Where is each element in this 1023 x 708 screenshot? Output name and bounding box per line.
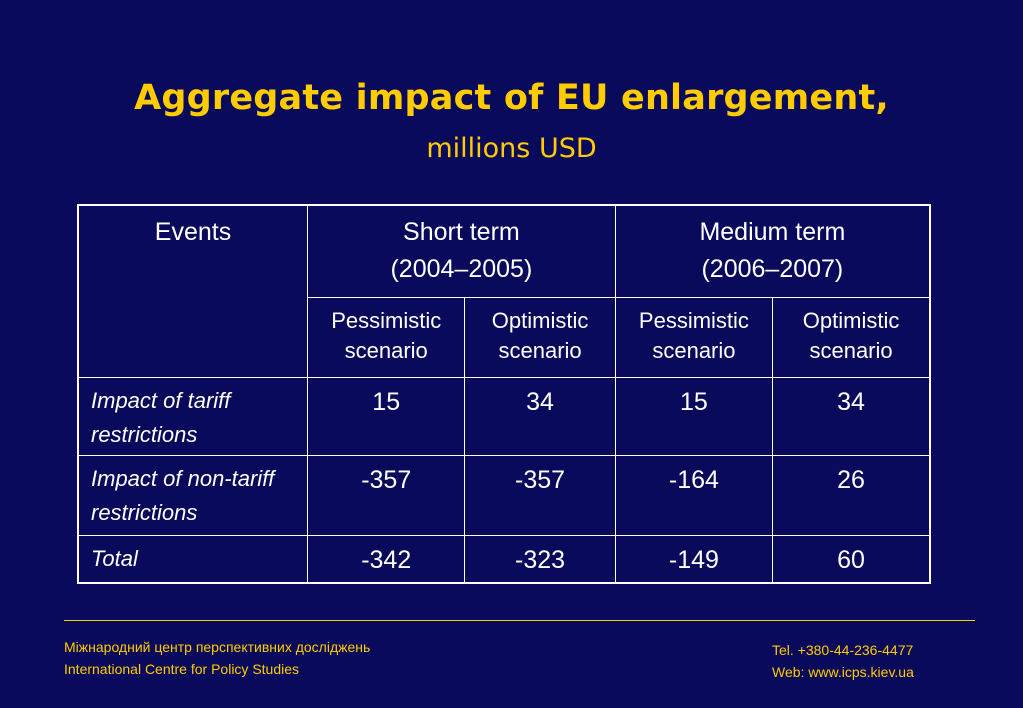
scenario-header: Optimistic scenario	[464, 296, 616, 378]
footer-contacts: Tel. +380-44-236-4477 Web: www.icps.kiev…	[772, 639, 914, 683]
medium-term-label: Medium term	[699, 218, 846, 246]
table-cell: 26	[772, 454, 931, 536]
website-link[interactable]: Web: www.icps.kiev.ua	[772, 664, 914, 680]
table-cell: -149	[614, 534, 774, 584]
scenario-header: Pessimistic scenario	[614, 296, 774, 378]
slide-title: Aggregate impact of EU enlargement,	[134, 78, 889, 118]
scenario-header: Pessimistic scenario	[307, 296, 466, 378]
table-row: Impact of non-tariff restrictions -357 -…	[77, 454, 931, 536]
scenario-header: Optimistic scenario	[772, 296, 931, 378]
table-cell: 34	[464, 376, 616, 456]
scenario-header-row: Pessimistic scenario Optimistic scenario…	[78, 296, 931, 378]
row-label: Impact of non-tariff restrictions	[77, 454, 309, 536]
table-cell: -342	[307, 534, 466, 584]
table-cell: -164	[614, 454, 774, 536]
medium-term-years: (2006–2007)	[701, 255, 844, 283]
table-cell: 34	[772, 376, 931, 456]
footer-divider	[64, 620, 975, 621]
table-header-row: Events Short term (2004–2005) Medium ter…	[77, 204, 931, 378]
events-header: Events	[77, 204, 309, 378]
phone-number: Tel. +380-44-236-4477	[772, 642, 914, 658]
org-name-english: International Centre for Policy Studies	[64, 661, 300, 677]
table-row: Impact of tariff restrictions 15 34 15 3…	[77, 376, 931, 456]
table-cell: 60	[772, 534, 931, 584]
table-row: Total -342 -323 -149 60	[77, 534, 931, 584]
table-cell: 15	[307, 376, 466, 456]
row-label: Total	[77, 534, 309, 584]
short-term-years: (2004–2005)	[390, 255, 533, 283]
table-cell: 15	[614, 376, 774, 456]
short-term-header: Short term (2004–2005)	[307, 204, 616, 298]
table-cell: -323	[464, 534, 616, 584]
medium-term-header: Medium term (2006–2007)	[614, 204, 931, 298]
slide-subtitle: millions USD	[426, 133, 597, 164]
org-name-ukrainian: Міжнародний центр перспективних дослідже…	[64, 639, 371, 655]
short-term-label: Short term	[403, 218, 520, 246]
footer-organization: Міжнародний центр перспективних дослідже…	[64, 636, 370, 680]
table-cell: -357	[307, 454, 466, 536]
row-label: Impact of tariff restrictions	[77, 376, 309, 456]
table-cell: -357	[464, 454, 616, 536]
impact-table: Events Short term (2004–2005) Medium ter…	[77, 204, 931, 584]
